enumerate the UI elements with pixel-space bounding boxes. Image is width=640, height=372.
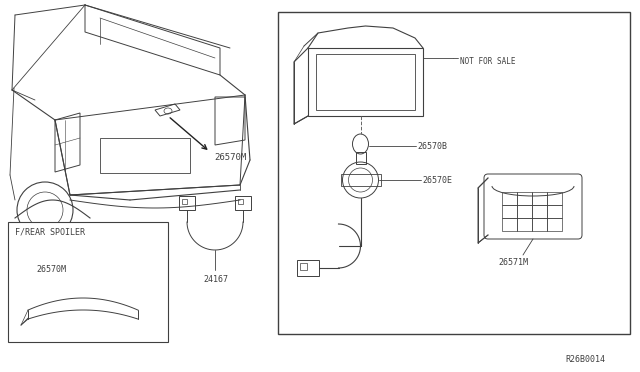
Text: 24167: 24167 (203, 275, 228, 284)
Text: NOT FOR SALE: NOT FOR SALE (460, 57, 515, 65)
Bar (547, 205, 562, 218)
Text: 26570M: 26570M (214, 153, 246, 162)
Bar (355, 152, 365, 164)
Bar (517, 192, 532, 205)
Text: 26570M: 26570M (36, 265, 66, 274)
Bar (8, 222, 168, 342)
Text: R26B0014: R26B0014 (565, 355, 605, 364)
Bar (547, 192, 562, 205)
Bar (182, 199, 187, 204)
Bar (238, 199, 243, 204)
Bar (532, 218, 547, 231)
Bar (300, 263, 307, 270)
Bar (532, 205, 547, 218)
Bar (517, 205, 532, 218)
Bar (340, 174, 381, 186)
Text: 26571M: 26571M (498, 258, 528, 267)
Bar (316, 54, 415, 110)
Bar (502, 205, 517, 218)
Bar (517, 218, 532, 231)
Bar (179, 196, 195, 210)
Bar (235, 196, 251, 210)
Bar (547, 218, 562, 231)
Bar (296, 260, 319, 276)
Bar (502, 218, 517, 231)
Bar (100, 138, 190, 173)
Bar (278, 12, 630, 334)
Bar (308, 48, 423, 116)
Bar (532, 192, 547, 205)
Text: 26570E: 26570E (422, 176, 452, 185)
Bar (502, 192, 517, 205)
Text: 26570B: 26570B (417, 142, 447, 151)
Text: F/REAR SPOILER: F/REAR SPOILER (15, 227, 85, 236)
